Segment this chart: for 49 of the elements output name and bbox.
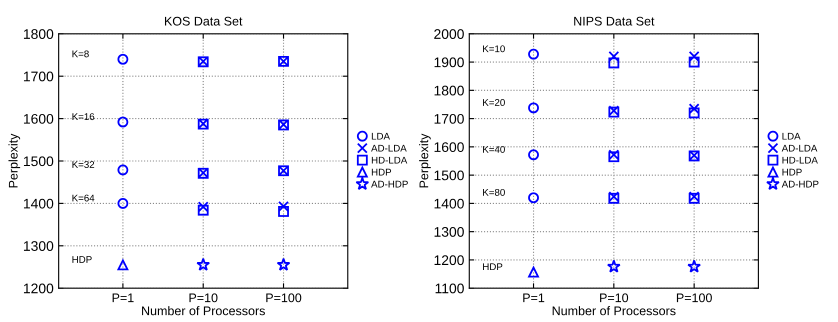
legend-label: HDP <box>782 168 802 176</box>
legend-label: HDP <box>372 168 392 176</box>
annotation: K=10 <box>483 45 505 52</box>
y-tick-label: 2000 <box>434 29 464 39</box>
y-tick-label: 1300 <box>434 226 464 237</box>
annotation: HDP <box>72 256 92 263</box>
x-tick-label: P=10 <box>189 293 218 302</box>
legend-label: AD-HDP <box>371 180 408 188</box>
y-tick-label: 1300 <box>24 241 54 251</box>
y-tick-label: 1700 <box>434 114 464 124</box>
x-tick-label: P=1 <box>523 294 544 302</box>
legend-label: AD-LDA <box>371 144 407 152</box>
y-tick-label: 1200 <box>434 255 464 266</box>
y-tick-label: 1400 <box>24 198 54 209</box>
y-tick-label: 1700 <box>24 72 54 82</box>
legend-label: AD-HDP <box>782 180 818 188</box>
y-tick-label: 1500 <box>434 170 464 180</box>
annotation: K=32 <box>72 161 94 168</box>
x-tick-label: P=1 <box>112 294 134 302</box>
x-axis-title: Number of Processors <box>142 306 265 316</box>
y-tick-label: 1800 <box>24 29 54 39</box>
legend-label: HD-LDA <box>782 156 818 164</box>
annotation: K=64 <box>72 194 94 202</box>
y-axis-title: Perplexity <box>8 134 20 188</box>
legend-label: LDA <box>372 132 390 140</box>
annotation: K=8 <box>72 50 89 58</box>
legend-label: HD-LDA <box>372 156 408 164</box>
chart-title: KOS Data Set <box>164 16 242 26</box>
y-tick-label: 1500 <box>24 156 54 166</box>
annotation: K=40 <box>483 146 505 153</box>
x-tick-label: P=100 <box>266 293 302 302</box>
annotation: K=80 <box>483 188 505 196</box>
chart-title: NIPS Data Set <box>574 16 654 26</box>
x-axis-title: Number of Processors <box>552 306 676 316</box>
annotation: K=20 <box>483 99 505 106</box>
legend-label: AD-LDA <box>782 144 818 152</box>
legend-label: LDA <box>782 132 801 140</box>
x-tick-label: P=100 <box>676 293 712 302</box>
x-tick-label: P=10 <box>600 293 628 302</box>
y-tick-label: 1600 <box>24 114 54 124</box>
y-axis-title: Perplexity <box>419 134 431 188</box>
y-tick-label: 1400 <box>434 198 464 209</box>
y-tick-label: 1100 <box>436 284 464 294</box>
y-tick-label: 1200 <box>24 284 54 294</box>
y-tick-label: 1600 <box>434 142 464 152</box>
y-tick-label: 1800 <box>434 86 464 96</box>
annotation: HDP <box>483 263 502 270</box>
y-tick-label: 1900 <box>434 57 464 68</box>
annotation: K=16 <box>72 113 94 120</box>
